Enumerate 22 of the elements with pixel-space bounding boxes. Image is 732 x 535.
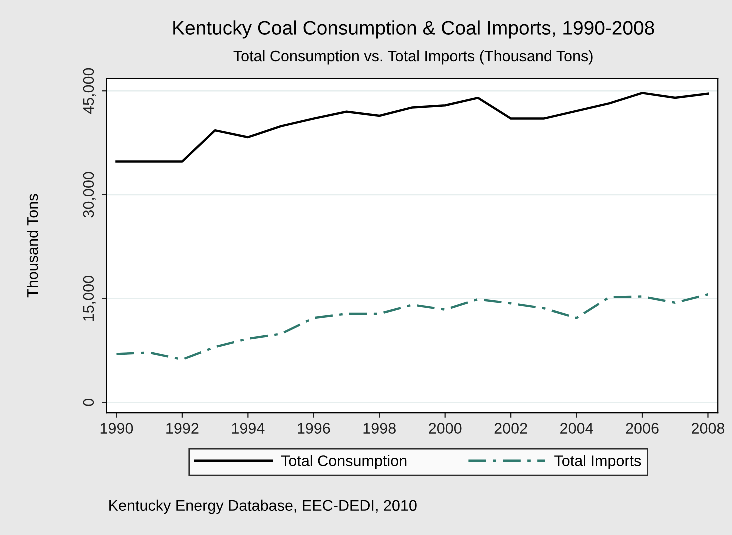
x-tick-label: 2006 [626, 423, 659, 434]
y-tick-label: 30,000 [83, 172, 96, 218]
x-tick-label: 1998 [364, 423, 396, 434]
text: Kentucky Energy Database, EEC-DEDI, 2010 [110, 500, 417, 514]
y-axis-title: Thousand Tons [27, 194, 38, 298]
x-tick-label: 1994 [232, 423, 265, 434]
x-tick-label: 1990 [100, 423, 134, 434]
chart-title: Kentucky Coal Consumption & Coal Imports, 1990-2008 [174, 20, 654, 39]
x-tick-label: 2008 [692, 423, 725, 434]
chart-subtitle: Total Consumption vs. Total Imports (Thousand Tons) [234, 50, 593, 65]
legend-label: Total Imports [554, 455, 642, 470]
legend-label: Total Consumption [281, 455, 407, 470]
y-tick-label: 45,000 [83, 68, 96, 114]
y-tick-label: 15,000 [83, 276, 96, 321]
y-tick-label: 0 [83, 398, 94, 406]
x-tick-label: 2004 [560, 423, 594, 434]
line-series [116, 294, 710, 361]
x-tick-label: 2002 [494, 423, 528, 434]
x-tick-label: 2000 [429, 423, 462, 434]
x-tick-label: 1996 [298, 423, 330, 434]
x-tick-label: 1992 [166, 423, 199, 434]
line-series [116, 92, 710, 163]
